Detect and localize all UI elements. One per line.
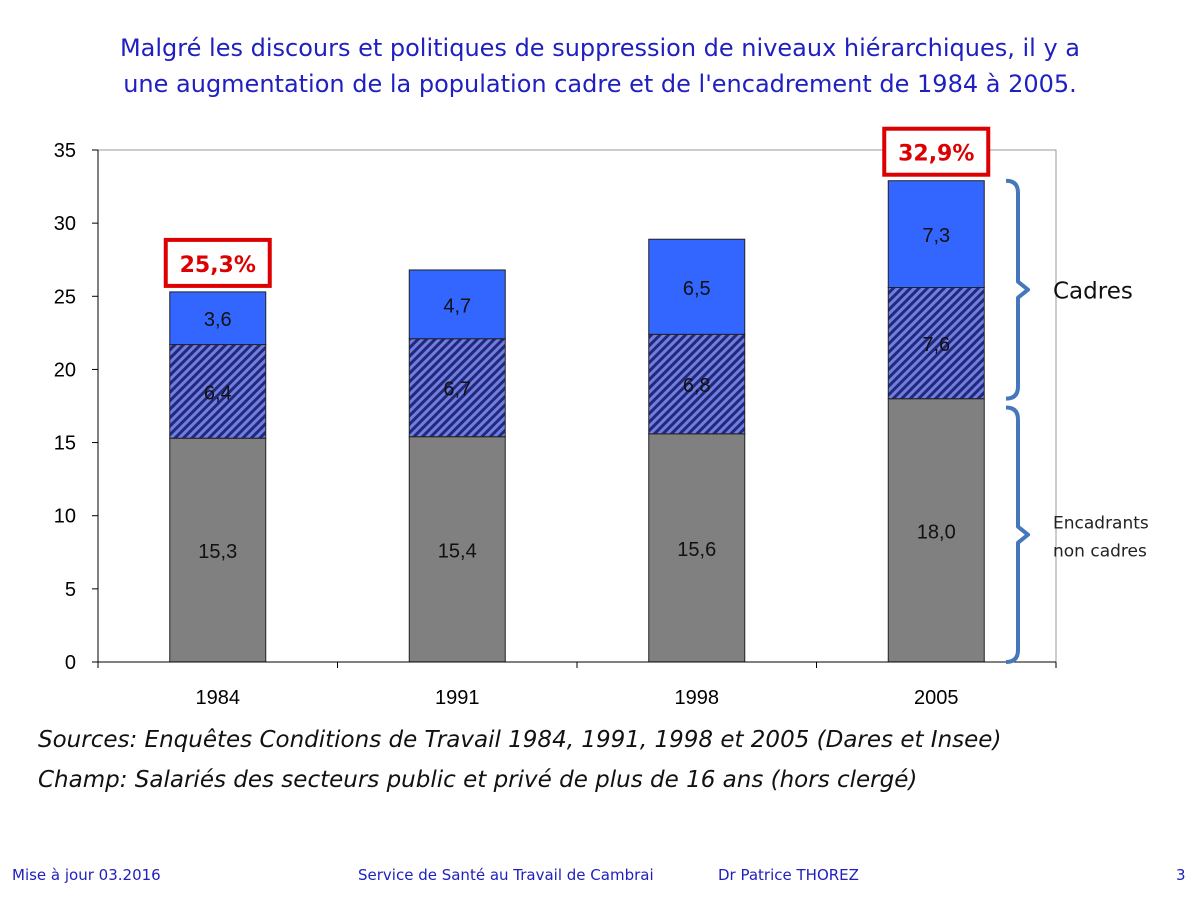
- y-tick-label-0: 0: [65, 652, 76, 674]
- footer-page-number: 3: [1176, 866, 1186, 884]
- axes-layer: 0 5 10 15 20 25 30 35 1984 1991 1998 2005: [54, 140, 1057, 709]
- data-label-1984-1: 6,4: [204, 382, 232, 404]
- bar-segment-1991-2: [408, 269, 506, 340]
- data-label-1984-0: 15,3: [198, 541, 237, 563]
- sources-note: Sources: Enquêtes Conditions de Travail …: [38, 720, 1138, 800]
- data-label-2005-1: 7,6: [922, 334, 950, 356]
- slide-title-line-2: une augmentation de la population cadre …: [123, 70, 1077, 98]
- x-tick-label-1998: 1998: [675, 687, 720, 709]
- bracket-label-cadres: Cadres: [1053, 279, 1133, 305]
- bracket-label-encadrants-line-1: non cadres: [1053, 542, 1147, 562]
- y-tick-label-10: 10: [54, 506, 76, 528]
- footer-author: Dr Patrice THOREZ: [718, 866, 859, 884]
- y-tick-label-30: 30: [54, 213, 76, 235]
- callout-text-2005: 32,9%: [898, 142, 974, 167]
- bar-segment-1991-1: [408, 338, 506, 438]
- data-label-1984-2: 3,6: [204, 309, 232, 331]
- annotations-layer: 25,3% 32,9% Cadres Encadrants non cadres: [163, 126, 1149, 664]
- bar-segment-1991-0: [408, 436, 506, 663]
- data-label-2005-0: 18,0: [917, 521, 956, 543]
- data-label-1991-2: 4,7: [443, 295, 471, 317]
- bar-segment-1984-2: [169, 291, 267, 346]
- data-label-1991-1: 6,7: [443, 379, 471, 401]
- data-label-1998-0: 15,6: [677, 539, 716, 561]
- bars-layer: 15,3 6,4 3,6 15,4 6,7 4,7 15,6 6,8 6,5 18,0 7,6 7,3: [169, 180, 985, 663]
- y-tick-label-35: 35: [54, 140, 76, 162]
- data-label-1998-2: 6,5: [683, 278, 711, 300]
- stacked-bar-chart: 15,3 6,4 3,6 15,4 6,7 4,7 15,6 6,8 6,5 18,0 7,6 7,3…: [54, 126, 1149, 709]
- footer-update-date: Mise à jour 03.2016: [12, 866, 161, 884]
- y-tick-label-15: 15: [54, 433, 76, 455]
- x-tick-label-2005: 2005: [914, 687, 959, 709]
- bar-segment-2005-1: [887, 287, 985, 400]
- bracket-1: [1005, 405, 1030, 664]
- bracket-0: [1005, 178, 1030, 401]
- slide-title: Malgré les discours et politiques de sup…: [60, 30, 1140, 102]
- x-tick-label-1984: 1984: [196, 687, 241, 709]
- sources-line: Sources: Enquêtes Conditions de Travail …: [38, 727, 1002, 753]
- y-tick-label-5: 5: [65, 579, 76, 601]
- data-label-2005-2: 7,3: [922, 225, 950, 247]
- bar-segment-1998-2: [648, 238, 746, 335]
- footer-service: Service de Santé au Travail de Cambrai: [358, 866, 654, 884]
- slide-title-line-1: Malgré les discours et politiques de sup…: [119, 34, 1081, 62]
- bracket-label-encadrants-line-0: Encadrants: [1053, 514, 1149, 534]
- bar-segment-1984-0: [169, 437, 267, 663]
- callout-box-2005: [882, 126, 991, 177]
- data-label-1991-0: 15,4: [438, 540, 477, 562]
- data-label-1998-1: 6,8: [683, 375, 711, 397]
- y-tick-label-25: 25: [54, 286, 76, 308]
- bar-segment-2005-0: [887, 398, 985, 663]
- bar-segment-2005-2: [887, 180, 985, 289]
- x-tick-label-1991: 1991: [435, 687, 480, 709]
- bar-segment-1984-1: [169, 344, 267, 439]
- y-tick-label-20: 20: [54, 359, 76, 381]
- callout-text-1984: 25,3%: [180, 253, 256, 278]
- callout-box-1984: [163, 237, 272, 288]
- scope-line: Champ: Salariés des secteurs public et p…: [38, 767, 918, 793]
